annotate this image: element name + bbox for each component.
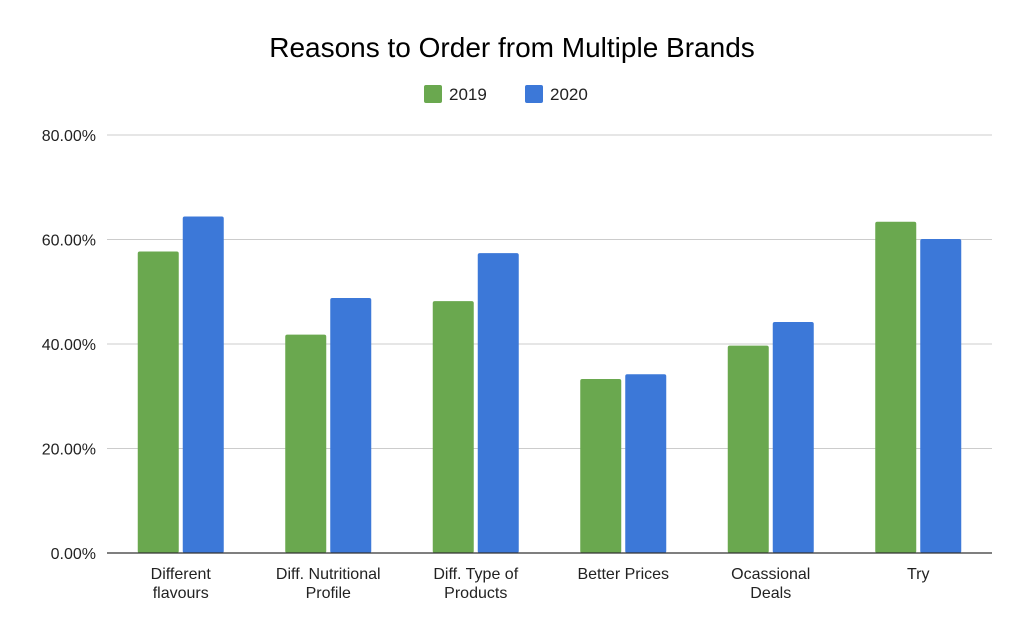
legend-swatch — [525, 85, 543, 103]
y-tick-label: 20.00% — [42, 442, 96, 459]
x-tick-label: Better Prices — [577, 566, 669, 583]
x-tick-label: Different — [151, 566, 212, 583]
x-axis: Different flavours Diff. Nutritional Profil… — [107, 552, 992, 602]
bar-2019 — [875, 221, 917, 554]
bars — [137, 216, 962, 554]
x-tick-label: Diff. Type of — [433, 566, 518, 583]
x-tick-label: Diff. Nutritional — [276, 566, 381, 583]
bar-2020 — [477, 253, 519, 553]
x-tick-label: Ocassional — [731, 566, 810, 583]
x-tick-label: Try — [907, 566, 930, 583]
x-tick-label: flavours — [153, 585, 209, 602]
x-tick-label: Deals — [750, 585, 791, 602]
bar-2020 — [920, 238, 962, 554]
bar-2019 — [432, 301, 474, 553]
y-tick-label: 80.00% — [42, 128, 96, 145]
x-tick-label: Profile — [306, 585, 351, 602]
legend-swatch — [424, 85, 442, 103]
y-tick-label: 0.00% — [51, 546, 96, 563]
chart-title: Reasons to Order from Multiple Brands — [269, 32, 755, 63]
y-tick-label: 60.00% — [42, 233, 96, 250]
bar-2020 — [625, 374, 667, 553]
x-tick-label: Products — [444, 585, 507, 602]
y-axis: 0.00% 20.00% 40.00% 60.00% 80.00% — [42, 128, 96, 563]
legend-label: 2019 — [449, 85, 487, 104]
legend: 2019 2020 — [424, 85, 588, 104]
bar-2019 — [285, 334, 327, 553]
legend-label: 2020 — [550, 85, 588, 104]
bar-2020 — [772, 322, 814, 553]
bar-2019 — [580, 379, 622, 553]
gridlines — [107, 134, 992, 449]
bar-2019 — [727, 345, 769, 553]
bar-2020 — [182, 216, 224, 553]
bar-2019 — [137, 251, 179, 553]
bar-2020 — [330, 298, 372, 553]
y-tick-label: 40.00% — [42, 337, 96, 354]
